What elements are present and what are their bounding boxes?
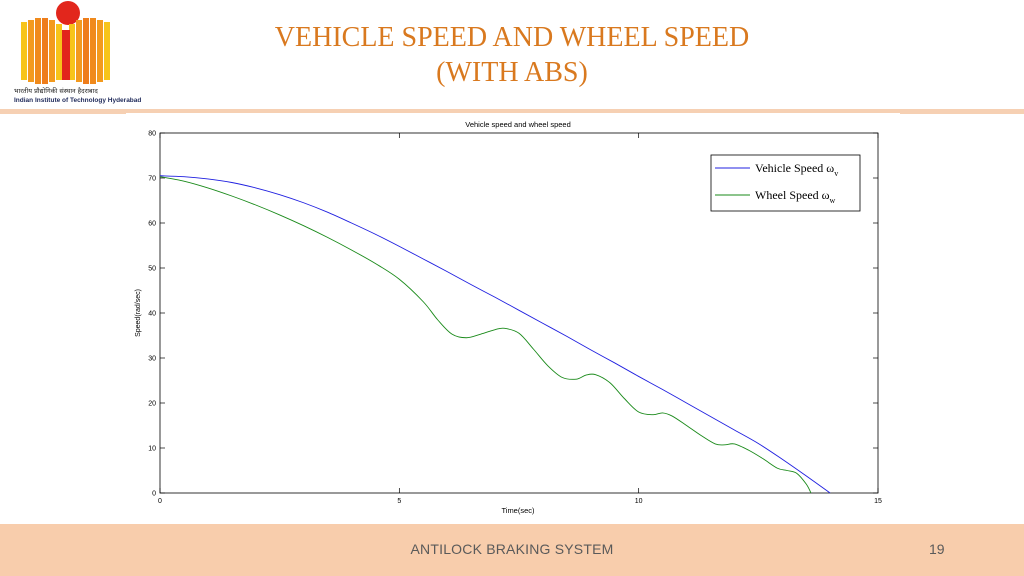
axis-ticks: 0 5 10 15 0 10 20 30 40 50 60 70 80 [148, 131, 882, 506]
x-tick-label: 5 [397, 498, 401, 505]
legend-label-vehicle: Vehicle Speed ωv [755, 161, 838, 178]
speed-chart: Vehicle speed and wheel speed 0 5 10 15 0 10 2… [126, 113, 900, 521]
y-tick-label: 70 [148, 176, 156, 183]
y-tick-label: 80 [148, 131, 156, 138]
slide-title-line-1: VEHICLE SPEED AND WHEEL SPEED [274, 22, 750, 53]
chart-title: Vehicle speed and wheel speed [465, 120, 571, 129]
iith-logo-emblem [21, 1, 110, 84]
legend-label-vehicle-subscript: v [834, 169, 838, 178]
vehicle-speed-line [159, 175, 831, 494]
logo-hindi-text: भारतीय प्रौद्योगिकी संस्थान हैदराबाद [14, 87, 98, 95]
slide-title: VEHICLE SPEED AND WHEEL SPEED (WITH ABS) [160, 20, 864, 90]
page-number: 19 [929, 541, 945, 557]
y-tick-label: 60 [148, 221, 156, 228]
y-tick-label: 10 [148, 446, 156, 453]
y-tick-label: 40 [148, 311, 156, 318]
x-axis-label: Time(sec) [501, 506, 535, 515]
title-divider [0, 109, 1024, 114]
iith-logo: भारतीय प्रौद्योगिकी संस्थान हैदराबाद Ind… [6, 0, 156, 112]
y-tick-label: 50 [148, 266, 156, 273]
legend-box [710, 154, 861, 212]
y-tick-label: 30 [148, 356, 156, 363]
footer-band: ANTILOCK BRAKING SYSTEM 19 [0, 524, 1024, 576]
slide-title-line-2: (WITH ABS) [436, 57, 588, 88]
legend-label-wheel-subscript: w [830, 196, 836, 205]
y-tick-label: 0 [152, 491, 156, 498]
series-lines [159, 175, 831, 494]
footer-text: ANTILOCK BRAKING SYSTEM [410, 541, 614, 557]
y-tick-label: 20 [148, 401, 156, 408]
logo-english-text: Indian Institute of Technology Hyderabad [14, 97, 142, 104]
x-tick-label: 15 [874, 498, 882, 505]
wheel-speed-line [159, 176, 812, 494]
x-tick-label: 0 [158, 498, 162, 505]
legend-label-wheel-name: Wheel Speed ω [755, 188, 830, 202]
x-tick-label: 10 [635, 498, 643, 505]
legend-label-vehicle-name: Vehicle Speed ω [755, 161, 834, 175]
chart-legend: Vehicle Speed ωv Wheel Speed ωw [710, 154, 861, 212]
y-axis-label: Speed(rad/sec) [135, 289, 142, 337]
legend-label-wheel: Wheel Speed ωw [755, 188, 836, 205]
